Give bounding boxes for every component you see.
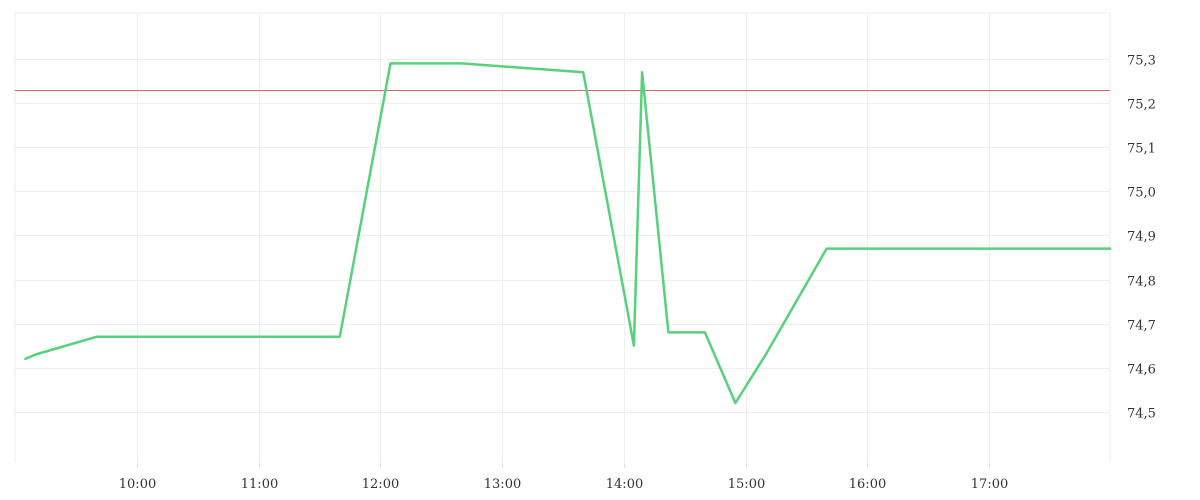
y-tick-label: 75,3 xyxy=(1127,54,1156,69)
y-tick-label: 74,8 xyxy=(1127,275,1156,290)
x-tick-label: 17:00 xyxy=(971,477,1008,492)
x-tick-label: 11:00 xyxy=(241,477,278,492)
x-tick-label: 13:00 xyxy=(484,477,521,492)
y-tick-label: 74,7 xyxy=(1127,319,1156,334)
series-line xyxy=(24,62,1112,405)
y-tick-label: 74,9 xyxy=(1127,230,1156,245)
x-tick-label: 16:00 xyxy=(849,477,886,492)
y-tick-label: 75,2 xyxy=(1127,98,1156,113)
x-tick-label: 12:00 xyxy=(362,477,399,492)
series-lines xyxy=(24,62,1112,405)
y-tick-label: 74,6 xyxy=(1127,363,1156,378)
y-tick-label: 75,0 xyxy=(1127,186,1156,201)
x-tick-label: 14:00 xyxy=(606,477,643,492)
x-tick-label: 10:00 xyxy=(119,477,156,492)
y-tick-label: 74,5 xyxy=(1127,407,1156,422)
x-axis-labels: 10:00 11:00 12:00 13:00 14:00 15:00 16:00 17:00 xyxy=(119,477,1008,492)
horizontal-grid xyxy=(15,12,1110,413)
y-tick-label: 75,1 xyxy=(1127,142,1156,157)
vertical-grid xyxy=(14,13,1111,468)
y-axis-labels: 74,5 74,6 74,7 74,8 74,9 75,0 75,1 75,2 75,3 xyxy=(1127,54,1156,422)
x-tick-label: 15:00 xyxy=(728,477,765,492)
